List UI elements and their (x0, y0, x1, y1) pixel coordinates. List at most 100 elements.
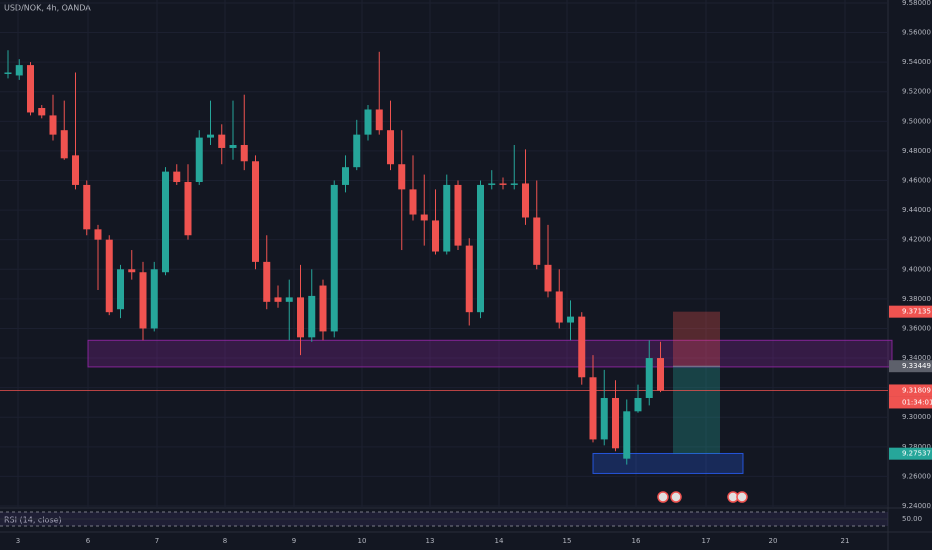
event-icon (670, 491, 682, 503)
candle-body (94, 229, 102, 240)
candle-body (229, 144, 237, 148)
x-tick-label: 7 (155, 537, 159, 545)
candle-body (488, 183, 496, 185)
x-tick-label: 17 (702, 537, 711, 545)
x-tick-label: 8 (223, 537, 227, 545)
candle-body (387, 130, 394, 165)
candle-body (544, 264, 552, 292)
stop-label: 9.37135 (902, 308, 931, 316)
countdown: 01:34:01 (902, 398, 932, 406)
candle-body (27, 65, 34, 113)
y-tick-label: 9.30000 (902, 413, 931, 421)
candle-body (342, 167, 349, 185)
y-tick-label: 9.36000 (902, 324, 931, 332)
candle-body (173, 171, 181, 182)
y-tick-label: 9.58000 (902, 0, 931, 7)
event-icon (736, 491, 748, 503)
candle-body (184, 181, 192, 236)
candle-body (634, 397, 642, 412)
candle-body (274, 297, 282, 302)
candle-body (4, 72, 12, 74)
candle-body (60, 130, 68, 159)
countdown-bg (889, 396, 932, 409)
y-tick-label: 9.28000 (902, 443, 931, 451)
x-tick-label: 15 (563, 537, 572, 545)
target-label-bg (889, 447, 932, 460)
candle-body (375, 109, 383, 131)
candle-body (252, 161, 259, 262)
candle-body (218, 134, 226, 148)
y-tick-label: 9.52000 (902, 88, 931, 96)
candle-body (398, 164, 406, 190)
candle-body (567, 316, 574, 323)
candle-body (454, 184, 462, 246)
candle-body (645, 358, 653, 398)
candle-body (510, 183, 518, 185)
y-tick-label: 9.54000 (902, 58, 931, 66)
candle-body (533, 217, 541, 265)
candle-body (612, 397, 619, 449)
y-tick-label: 9.40000 (902, 265, 931, 273)
x-tick-label: 16 (632, 537, 641, 545)
candle-body (308, 295, 316, 338)
candle-body (465, 245, 473, 313)
candle-body (657, 358, 664, 391)
candle-body (83, 184, 91, 230)
target-box (673, 366, 720, 454)
candle-body (49, 115, 57, 135)
candle-body (432, 220, 439, 252)
y-tick-label: 9.48000 (902, 147, 931, 155)
entry-label-bg (889, 360, 932, 373)
zone (592, 452, 744, 474)
candle-body (285, 297, 293, 302)
candle-body (319, 285, 327, 332)
candle-body (195, 137, 203, 182)
y-tick-label: 9.44000 (902, 206, 931, 214)
chart-title: USD/NOK, 4h, OANDA (4, 4, 91, 13)
candle-body (364, 109, 372, 135)
candle-body (297, 297, 304, 338)
candle-body (330, 184, 338, 332)
last-price-label-bg (889, 384, 932, 397)
candle-body (623, 411, 631, 459)
candle-body (117, 269, 124, 310)
candle-body (420, 214, 428, 221)
candle-body (263, 261, 271, 302)
y-tick-label: 9.50000 (902, 117, 931, 125)
candle-body (499, 183, 507, 185)
y-tick-label: 9.24000 (902, 502, 931, 510)
rsi-tick-label: 50.00 (902, 515, 922, 523)
candle-body (150, 269, 158, 329)
candle-body (15, 65, 23, 76)
y-tick-label: 9.34000 (902, 354, 931, 362)
x-tick-label: 13 (426, 537, 435, 545)
candle-body (72, 155, 79, 185)
x-tick-label: 6 (86, 537, 91, 545)
y-tick-label: 9.26000 (902, 472, 931, 480)
y-tick-label: 9.38000 (902, 295, 931, 303)
x-tick-label: 3 (16, 537, 20, 545)
event-icon (657, 491, 669, 503)
y-tick-label: 9.56000 (902, 29, 931, 37)
candle-body (105, 239, 113, 313)
y-tick-label: 9.46000 (902, 177, 931, 185)
stop-box (673, 311, 720, 367)
entry-label: 9.33449 (902, 362, 931, 370)
x-tick-label: 9 (292, 537, 296, 545)
candle-body (522, 183, 529, 218)
candle-body (240, 144, 248, 162)
stop-label-bg (889, 305, 932, 318)
candle-body (477, 184, 484, 313)
x-tick-label: 21 (841, 537, 850, 545)
candle-body (38, 108, 46, 116)
candle-body (589, 377, 597, 440)
zone (87, 339, 893, 368)
candle-body (139, 272, 147, 329)
x-tick-label: 10 (358, 537, 367, 545)
candle-body (128, 269, 136, 273)
candle-body (207, 134, 214, 138)
candle-body (353, 134, 361, 168)
candle-body (409, 189, 417, 215)
